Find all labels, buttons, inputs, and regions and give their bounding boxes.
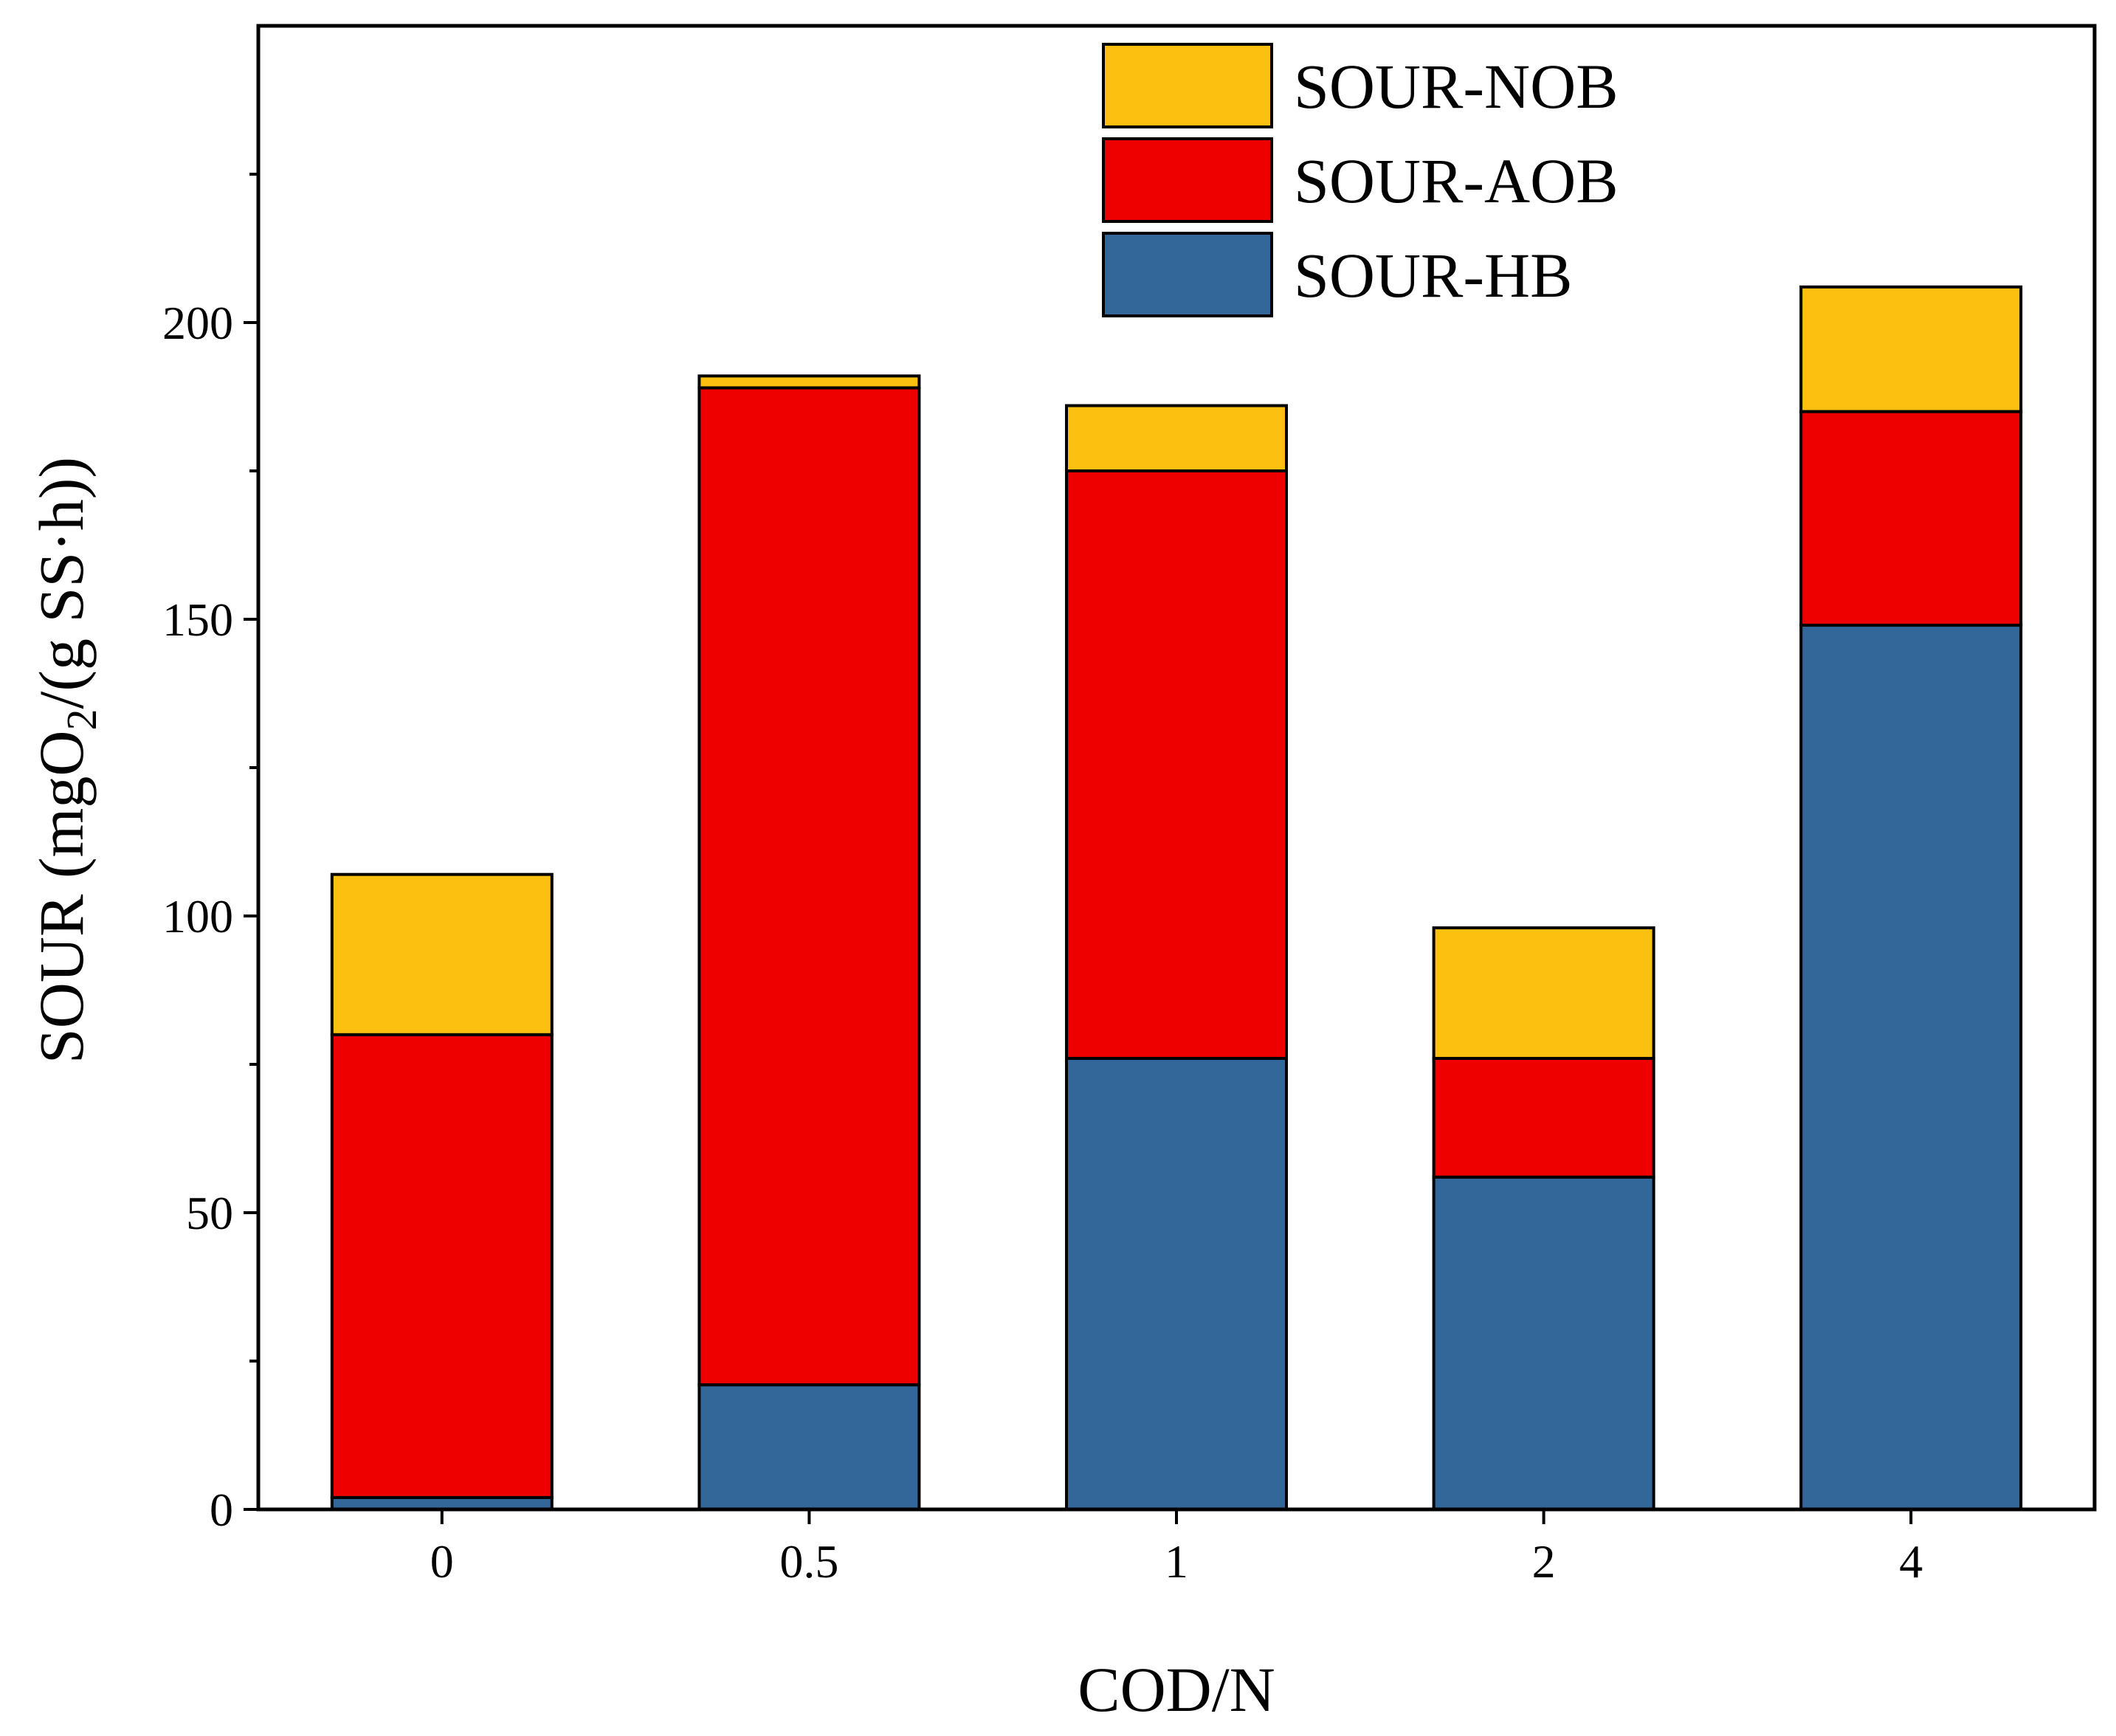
bar-sour-hb-2 (1432, 1175, 1655, 1511)
bar-sour-nob-4 (1799, 285, 2023, 413)
y-axis-title-prefix: SOUR (mgO (26, 731, 97, 1064)
bar-sour-aob-1 (1065, 469, 1288, 1060)
x-tick-label-0_5: 0.5 (779, 1535, 838, 1588)
y-tick-label-100: 100 (162, 890, 233, 943)
y-tick-label-0: 0 (210, 1484, 233, 1536)
y-axis-title: SOUR (mgO2/(g SS·h)) (26, 457, 106, 1064)
bar-sour-aob-2 (1432, 1056, 1655, 1179)
legend-layer: SOUR-NOB SOUR-AOB SOUR-HB (1102, 43, 1619, 317)
legend-label-sour-nob: SOUR-NOB (1294, 51, 1619, 122)
bar-sour-nob-1 (1065, 404, 1288, 472)
x-tick-label-4: 4 (1899, 1535, 1923, 1588)
bar-sour-nob-0 (330, 872, 554, 1036)
bar-sour-hb-1 (1065, 1056, 1288, 1511)
bars-layer (330, 285, 2023, 1512)
x-axis-title: COD/N (1078, 1654, 1275, 1725)
legend-swatch-sour-hb (1102, 232, 1273, 317)
bar-sour-aob-0_5 (697, 386, 921, 1387)
y-axis-title-suffix: /(g SS·h)) (26, 457, 97, 709)
x-tick-label-0: 0 (430, 1535, 454, 1588)
legend-swatch-sour-nob (1102, 43, 1273, 128)
bar-sour-aob-4 (1799, 410, 2023, 627)
legend-label-sour-aob: SOUR-AOB (1294, 145, 1619, 216)
y-tick-label-200: 200 (162, 297, 233, 349)
legend-swatch-sour-aob (1102, 137, 1273, 223)
y-axis-title-subscript: 2 (58, 709, 106, 731)
bar-sour-nob-2 (1432, 926, 1655, 1060)
y-tick-label-150: 150 (162, 593, 233, 646)
bar-sour-hb-4 (1799, 624, 2023, 1511)
y-tick-label-50: 50 (186, 1187, 233, 1239)
legend-label-sour-hb: SOUR-HB (1294, 240, 1573, 311)
ticks-layer: 0 0.5 1 2 4 0 50 100 150 200 (162, 173, 1923, 1588)
x-tick-label-1: 1 (1165, 1535, 1188, 1588)
bar-sour-hb-0_5 (697, 1383, 921, 1512)
bar-sour-aob-0 (330, 1033, 554, 1499)
bar-sour-nob-0_5 (697, 374, 921, 390)
x-tick-label-2: 2 (1532, 1535, 1556, 1588)
